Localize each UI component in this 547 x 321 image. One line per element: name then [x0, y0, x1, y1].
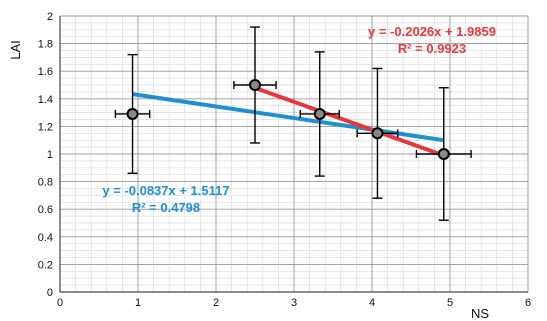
red-trendline: [254, 85, 445, 158]
data-point: [126, 107, 139, 120]
x-tick-label: 0: [57, 297, 63, 309]
tick-labels: 0 1 2 3 4 5 6 0 0.2 0.4 0.6 0.8 1 1.2 1.4 1.6 1.8 2: [38, 11, 531, 309]
blue-trendline-equation: y = -0.0837x + 1.5117: [102, 183, 229, 198]
error-bars: [114, 26, 472, 221]
y-tick-label: 0.2: [38, 259, 53, 271]
x-tick-label: 3: [291, 297, 297, 309]
y-axis-label: LAI: [8, 40, 23, 60]
data-point: [437, 148, 450, 160]
x-axis-label: NS: [471, 306, 489, 321]
x-tick-label: 1: [135, 297, 141, 309]
blue-trendline: [132, 92, 445, 143]
y-tick-label: 0.8: [38, 177, 53, 189]
red-trendline-equation: y = -0.2026x + 1.9859: [368, 24, 496, 39]
axes: [59, 16, 528, 293]
y-tick-label: 1.6: [38, 66, 53, 78]
data-points: [126, 79, 450, 160]
trendlines: [132, 85, 445, 158]
y-tick-label: 0: [47, 287, 53, 299]
x-tick-label: 5: [447, 297, 453, 309]
y-tick-label: 0.4: [38, 232, 53, 244]
y-tick-label: 1.8: [38, 39, 53, 51]
data-point: [249, 79, 261, 91]
y-tick-label: 2: [47, 11, 53, 23]
y-tick-label: 1.2: [38, 121, 53, 133]
red-trendline-r2: R² = 0.9923: [398, 41, 466, 56]
x-tick-label: 4: [369, 297, 375, 309]
y-tick-label: 1.4: [38, 94, 53, 106]
y-tick-label: 1: [47, 149, 53, 161]
x-tick-label: 2: [213, 297, 219, 309]
blue-trendline-r2: R² = 0.4798: [132, 200, 200, 215]
x-tick-label: 6: [525, 297, 531, 309]
data-point: [313, 107, 326, 120]
y-tick-label: 0.6: [38, 204, 53, 216]
data-point: [371, 127, 384, 140]
